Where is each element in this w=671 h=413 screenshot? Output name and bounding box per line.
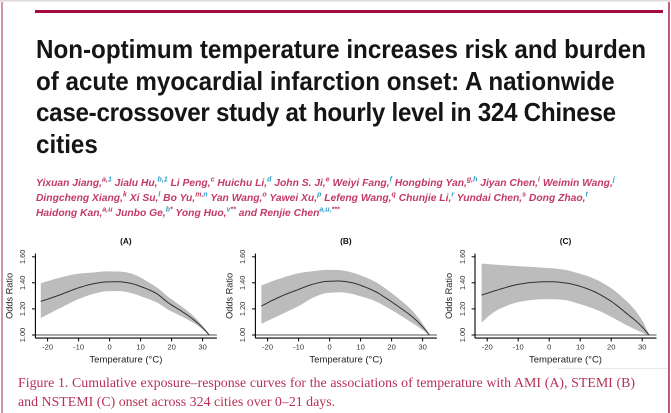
svg-text:1.40: 1.40	[458, 276, 467, 290]
svg-text:1.40: 1.40	[238, 276, 247, 290]
svg-text:1.00: 1.00	[458, 328, 467, 342]
svg-text:1.20: 1.20	[18, 302, 27, 316]
svg-text:-20: -20	[262, 343, 273, 352]
svg-text:-10: -10	[513, 343, 524, 352]
svg-text:1.60: 1.60	[238, 250, 247, 264]
svg-text:(A): (A)	[120, 236, 132, 246]
svg-text:1.60: 1.60	[458, 250, 467, 264]
svg-text:1.00: 1.00	[238, 328, 247, 342]
svg-text:10: 10	[576, 343, 584, 352]
svg-text:Odds Ratio: Odds Ratio	[224, 273, 234, 319]
svg-text:Odds Ratio: Odds Ratio	[4, 273, 14, 319]
svg-text:20: 20	[607, 343, 615, 352]
svg-text:20: 20	[167, 343, 175, 352]
svg-text:1.20: 1.20	[458, 302, 467, 316]
svg-text:30: 30	[198, 343, 206, 352]
svg-text:Temperature (°C): Temperature (°C)	[309, 355, 382, 366]
svg-text:1.00: 1.00	[18, 328, 27, 342]
svg-text:30: 30	[638, 343, 646, 352]
svg-text:Odds Ratio: Odds Ratio	[444, 273, 454, 319]
svg-text:0: 0	[547, 343, 551, 352]
svg-text:20: 20	[387, 343, 395, 352]
svg-text:-10: -10	[73, 343, 84, 352]
svg-text:0: 0	[327, 343, 331, 352]
svg-text:10: 10	[136, 343, 144, 352]
svg-text:1.40: 1.40	[18, 276, 27, 290]
svg-text:30: 30	[418, 343, 426, 352]
svg-text:1.60: 1.60	[18, 250, 27, 264]
svg-text:Temperature (°C): Temperature (°C)	[89, 355, 162, 366]
svg-text:-20: -20	[482, 343, 493, 352]
svg-text:10: 10	[356, 343, 364, 352]
svg-text:(B): (B)	[340, 236, 352, 246]
svg-text:-10: -10	[293, 343, 304, 352]
svg-text:1.20: 1.20	[238, 302, 247, 316]
svg-text:0: 0	[107, 343, 111, 352]
svg-text:-20: -20	[42, 343, 53, 352]
svg-text:(C): (C)	[560, 236, 572, 246]
svg-text:Temperature (°C): Temperature (°C)	[529, 355, 602, 366]
